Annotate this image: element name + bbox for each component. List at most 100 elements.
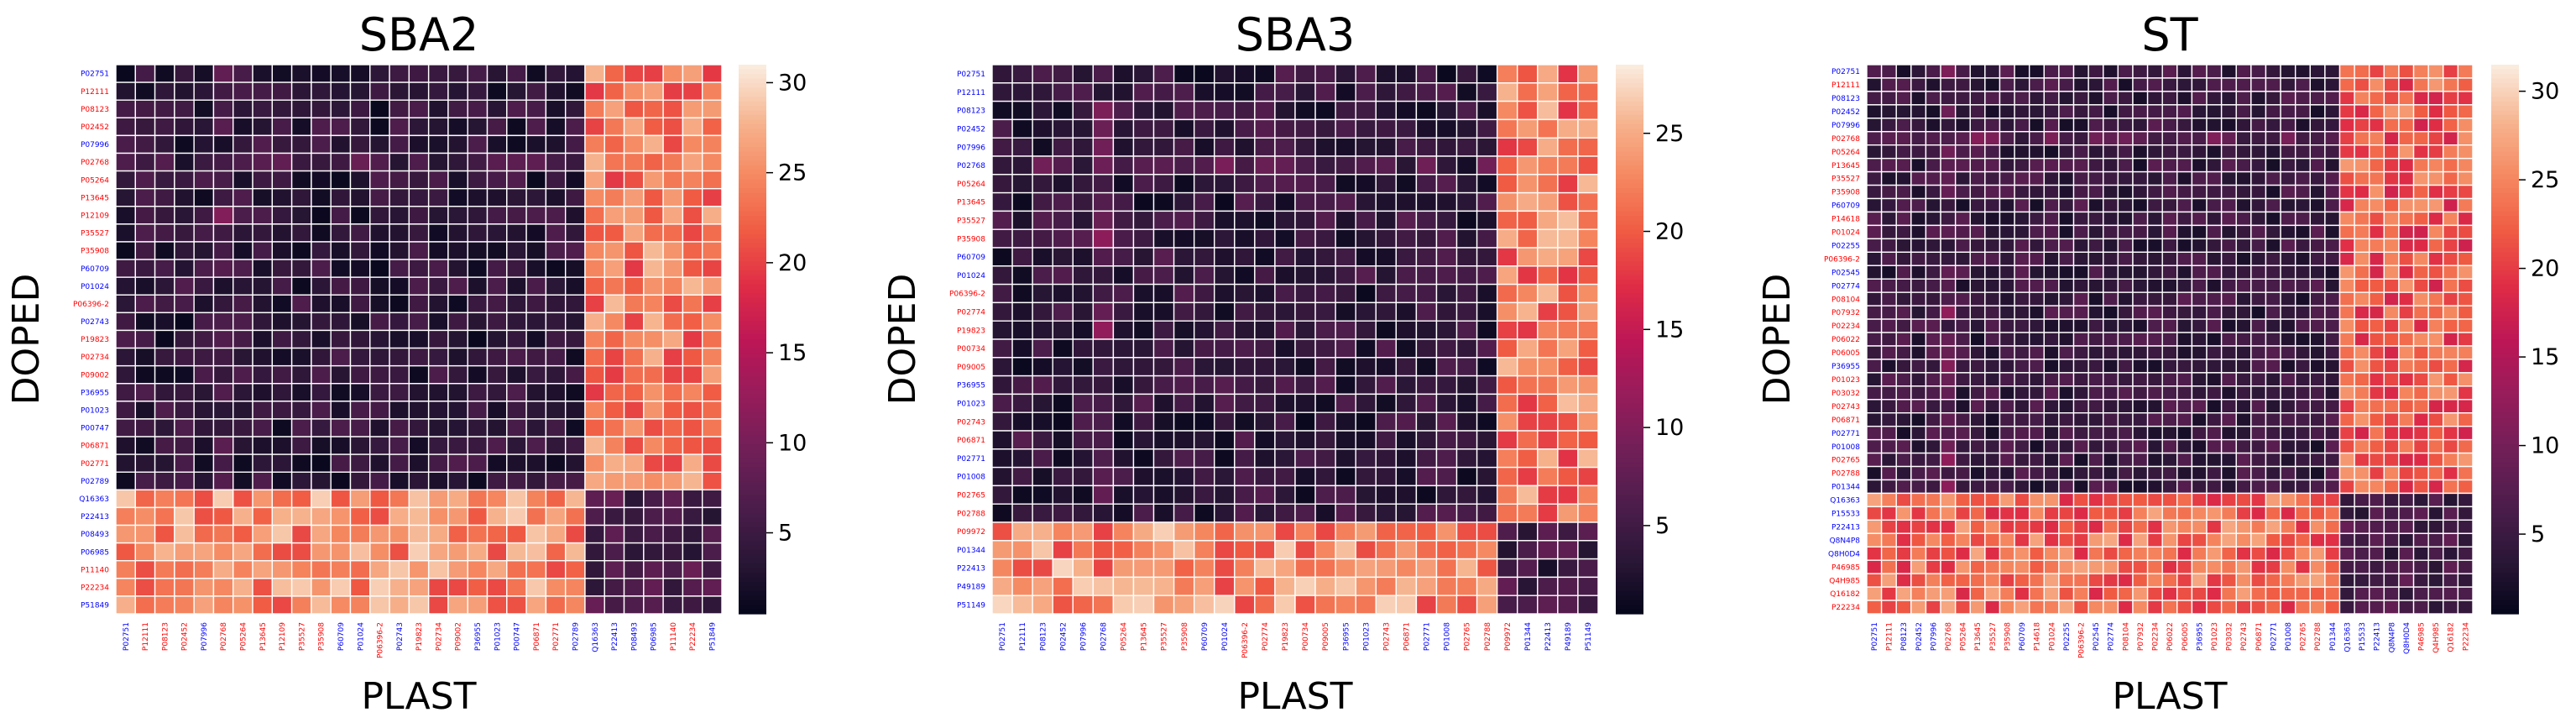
heatmap-cell-r21-c2 [1895,345,1912,360]
heatmap-cell-r20-c2 [1895,332,1912,347]
heatmap-cell-r32-c35 [2383,492,2400,508]
heatmap-cell-r0-c12 [2043,64,2060,79]
heatmap-cell-r21-c33 [2354,345,2370,360]
heatmap-cell-r2-c25 [604,99,625,118]
heatmap-cell-r9-c7 [1132,228,1155,249]
colorbar-segment [1616,114,1643,120]
heatmap-cell-r25-c0 [115,506,136,527]
colorbar-segment [1616,306,1643,312]
heatmap-cell-r25-c40 [2457,399,2474,414]
heatmap-cell-r1-c6 [1112,82,1135,102]
heatmap-cell-r0-c16 [2103,64,2119,79]
heatmap-cell-r18-c20 [2161,305,2178,320]
heatmap-cell-r21-c25 [1496,448,1518,469]
heatmap-cell-r6-c22 [2191,144,2208,160]
row-label: P01023 [1831,376,1860,385]
heatmap-cell-r19-c11 [1214,411,1236,432]
heatmap-cell-r35-c9 [1999,532,2015,547]
heatmap-cell-r39-c8 [1984,586,2001,601]
heatmap-cell-r6-c12 [2043,144,2060,160]
col-label: P06005 [2182,622,2190,651]
heatmap-cell-r4-c16 [1314,137,1336,157]
heatmap-cell-r19-c15 [2087,318,2104,333]
heatmap-cell-r12-c31 [2324,224,2341,240]
heatmap-cell-r40-c21 [2176,600,2193,615]
heatmap-cell-r25-c13 [1254,521,1276,542]
heatmap-cell-r21-c10 [1193,448,1215,469]
heatmap-cell-r29-c15 [1294,595,1316,615]
heatmap-cell-r6-c39 [2443,144,2459,160]
heatmap-cell-r36-c24 [2220,546,2237,561]
colorbar-segment [2491,179,2519,185]
heatmap-cell-r15-c0 [991,338,1013,359]
heatmap-cell-r7-c39 [2443,157,2459,173]
heatmap-cell-r5-c4 [1072,155,1095,176]
heatmap-cell-r14-c24 [1476,320,1498,340]
heatmap-cell-r8-c5 [212,206,234,225]
heatmap-cell-r35-c35 [2383,532,2400,547]
colorbar-segment [1616,545,1643,551]
heatmap-cell-r11-c12 [2043,211,2060,227]
heatmap-cell-r0-c15 [408,64,430,83]
heatmap-cell-r31-c8 [1984,479,2001,495]
heatmap-cell-r22-c39 [2443,359,2459,374]
row-label: P09972 [957,528,985,537]
heatmap-cell-r10-c13 [2058,197,2075,213]
heatmap-cell-r30-c32 [2338,465,2355,481]
heatmap-cell-r10-c17 [447,241,468,260]
heatmap-cell-r19-c36 [2398,318,2415,333]
colorbar-segment [1616,312,1643,317]
heatmap-cell-r17-c13 [2058,291,2075,306]
col-label: P02743 [2240,622,2249,651]
heatmap-cell-r19-c21 [1415,411,1438,432]
heatmap-cell-r28-c26 [2250,438,2267,454]
colorbar-segment [2491,389,2519,395]
colorbar-segment [739,325,766,331]
heatmap-cell-r37-c13 [2058,559,2075,574]
heatmap-cell-r23-c19 [2146,372,2163,387]
heatmap-cell-r10-c28 [662,241,684,260]
heatmap-cell-r14-c27 [643,312,664,332]
col-label: P02452 [181,622,190,651]
heatmap-cell-r23-c14 [2072,372,2089,387]
heatmap-cell-r9-c10 [311,223,332,243]
heatmap-cell-r9-c11 [2029,184,2046,200]
heatmap-cell-r3-c25 [2235,104,2252,119]
heatmap-cell-r16-c0 [115,347,136,367]
heatmap-cell-r5-c32 [2338,131,2355,146]
heatmap-cell-r29-c9 [1999,452,2015,468]
heatmap-cell-r17-c39 [2443,291,2459,306]
heatmap-cell-r18-c4 [193,383,215,402]
heatmap-cell-r14-c24 [2220,251,2237,266]
colorbar-segment [2491,540,2519,546]
heatmap-cell-r2-c7 [1969,91,1986,106]
heatmap-cell-r36-c9 [1999,546,2015,561]
colorbar-segment [739,65,766,71]
heatmap-cell-r10-c39 [2443,197,2459,213]
col-label: Q16363 [2343,622,2352,652]
heatmap-cell-r11-c19 [2146,211,2163,227]
heatmap-cell-r25-c12 [1234,521,1256,542]
heatmap-cell-r24-c3 [1052,503,1074,523]
heatmap-cell-r31-c11 [2029,479,2046,495]
heatmap-cell-r13-c5 [1092,301,1115,322]
heatmap-cell-r23-c1 [134,471,156,491]
heatmap-cell-r25-c2 [1032,521,1053,542]
heatmap-cell-r22-c36 [2398,359,2415,374]
heatmap-cell-r4-c38 [2427,118,2444,133]
colorbar-segment [2491,302,2519,308]
heatmap-cell-r39-c32 [2338,586,2355,601]
heatmap-cell-r5-c10 [1193,155,1215,176]
heatmap-cell-r6-c14 [389,170,410,190]
heatmap-cell-r5-c25 [604,152,625,172]
heatmap-cell-r13-c35 [2383,238,2400,254]
heatmap-cell-r36-c34 [2369,546,2385,561]
heatmap-cell-r8-c14 [1274,210,1296,230]
heatmap-cell-r9-c22 [2191,184,2208,200]
heatmap-cell-r26-c19 [2146,412,2163,427]
heatmap-cell-r23-c6 [1954,372,1971,387]
heatmap-cell-r21-c21 [1415,448,1438,469]
heatmap-cell-r18-c11 [2029,305,2046,320]
heatmap-cell-r15-c8 [271,329,293,349]
heatmap-cell-r22-c2 [1895,359,1912,374]
